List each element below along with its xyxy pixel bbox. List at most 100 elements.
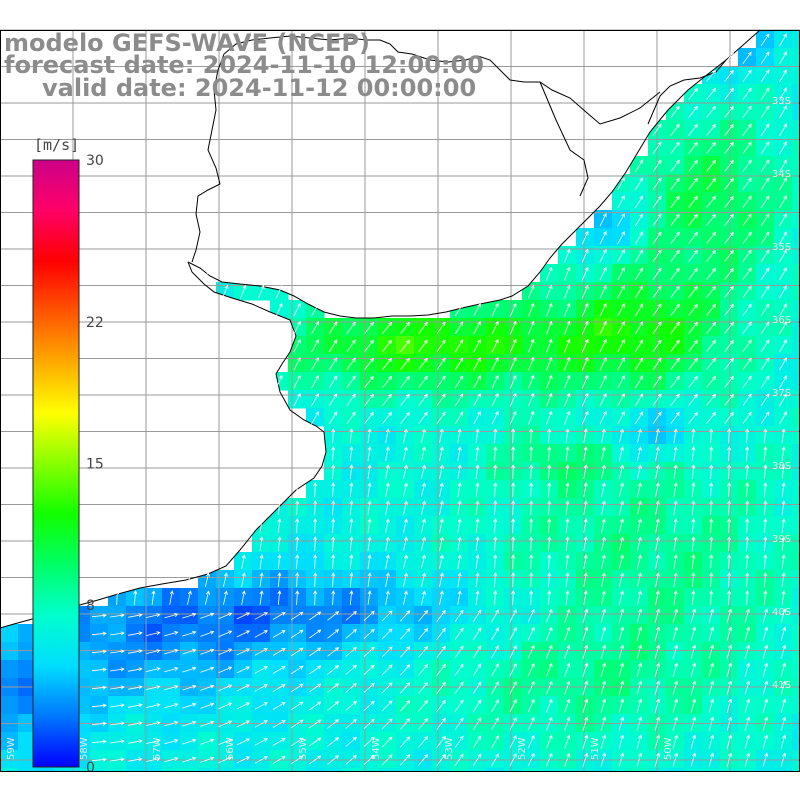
- wind-cell: [342, 660, 361, 679]
- wind-arrow: [691, 590, 696, 606]
- wind-arrow: [363, 664, 375, 675]
- wind-arrow: [599, 356, 607, 371]
- wind-arrow: [691, 482, 696, 498]
- wind-cell: [324, 696, 343, 715]
- wind-arrow: [275, 284, 283, 299]
- wind-arrow: [581, 230, 589, 245]
- wind-arrow: [254, 756, 268, 764]
- wind-arrow: [403, 518, 408, 533]
- wind-arrow: [420, 428, 426, 443]
- wind-arrow: [491, 356, 499, 371]
- wind-arrow: [779, 141, 787, 155]
- wind-arrow: [454, 321, 464, 335]
- wind-cell: [342, 624, 361, 643]
- wind-arrow: [670, 123, 680, 136]
- wind-arrow: [779, 33, 787, 47]
- wind-arrow: [475, 482, 480, 497]
- wind-arrow: [509, 302, 517, 317]
- wind-arrow: [363, 610, 375, 621]
- wind-arrow: [200, 648, 215, 655]
- wind-arrow: [259, 572, 264, 587]
- wind-cell: [162, 732, 181, 751]
- wind-arrow: [617, 357, 625, 371]
- wind-arrow: [491, 753, 499, 767]
- wind-arrow: [634, 267, 644, 281]
- wind-arrow: [218, 684, 233, 692]
- wind-arrow: [546, 356, 553, 371]
- wind-arrow: [272, 630, 286, 638]
- wind-arrow: [472, 699, 482, 713]
- wind-arrow: [760, 177, 770, 191]
- wind-arrow: [634, 357, 644, 371]
- wind-arrow: [670, 303, 680, 316]
- wind-arrow: [564, 680, 571, 695]
- wind-arrow: [146, 685, 161, 690]
- wind-arrow: [110, 667, 125, 672]
- wind-arrow: [781, 428, 786, 443]
- wind-arrow: [706, 267, 716, 280]
- wind-arrow: [439, 482, 444, 497]
- wind-arrow: [762, 698, 769, 713]
- wind-arrow: [128, 631, 143, 636]
- wind-arrow: [742, 339, 752, 352]
- wind-arrow: [528, 356, 535, 371]
- wind-arrow: [581, 248, 589, 263]
- wind-arrow: [528, 338, 535, 353]
- wind-arrow: [509, 663, 517, 677]
- wind-cell: [288, 696, 307, 715]
- wind-arrow: [385, 518, 390, 533]
- wind-arrow: [744, 662, 751, 677]
- wind-arrow: [529, 554, 534, 570]
- wind-arrow: [345, 682, 357, 693]
- wind-arrow: [691, 536, 696, 552]
- wind-cell: [720, 768, 739, 772]
- wind-arrow: [673, 428, 678, 443]
- wind-arrow: [527, 662, 535, 677]
- wind-cell: [162, 642, 181, 661]
- wind-cell: [792, 588, 800, 607]
- wind-arrow: [349, 500, 354, 516]
- wind-arrow: [218, 612, 233, 620]
- wind-arrow: [254, 648, 268, 656]
- longitude-label: 51W: [590, 737, 601, 760]
- wind-arrow: [511, 446, 516, 462]
- wind-cell: [396, 768, 415, 772]
- wind-arrow: [655, 500, 660, 515]
- wind-arrow: [382, 339, 392, 352]
- wind-cell: [792, 768, 800, 772]
- wind-arrow: [527, 698, 535, 713]
- wind-arrow: [724, 393, 734, 406]
- wind-arrow: [381, 664, 393, 676]
- wind-arrow: [420, 482, 426, 497]
- wind-arrow: [385, 572, 390, 587]
- wind-arrow: [385, 464, 390, 479]
- wind-arrow: [727, 518, 732, 534]
- wind-arrow: [546, 392, 553, 407]
- wind-arrow: [295, 500, 300, 516]
- wind-arrow: [618, 536, 624, 551]
- wind-cell: [270, 696, 289, 715]
- wind-arrow: [760, 375, 770, 389]
- wind-arrow: [652, 195, 662, 209]
- wind-arrow: [600, 716, 607, 731]
- wind-arrow: [367, 464, 372, 479]
- wind-arrow: [382, 357, 392, 370]
- wind-cell: [792, 606, 800, 625]
- wind-arrow: [91, 703, 107, 708]
- wind-arrow: [583, 572, 588, 587]
- wind-cell: [252, 606, 271, 625]
- wind-arrow: [311, 321, 319, 335]
- wind-arrow: [509, 681, 517, 695]
- wind-arrow: [763, 572, 768, 588]
- wind-arrow: [236, 666, 251, 674]
- wind-arrow: [241, 554, 246, 569]
- wind-arrow: [724, 177, 734, 190]
- wind-arrow: [436, 357, 446, 370]
- wind-cell: [0, 768, 19, 772]
- wind-cell: [126, 750, 145, 769]
- wind-arrow: [727, 500, 732, 516]
- wind-arrow: [599, 266, 607, 281]
- wind-cell: [126, 768, 145, 772]
- wind-arrow: [346, 393, 356, 406]
- wind-arrow: [457, 446, 462, 461]
